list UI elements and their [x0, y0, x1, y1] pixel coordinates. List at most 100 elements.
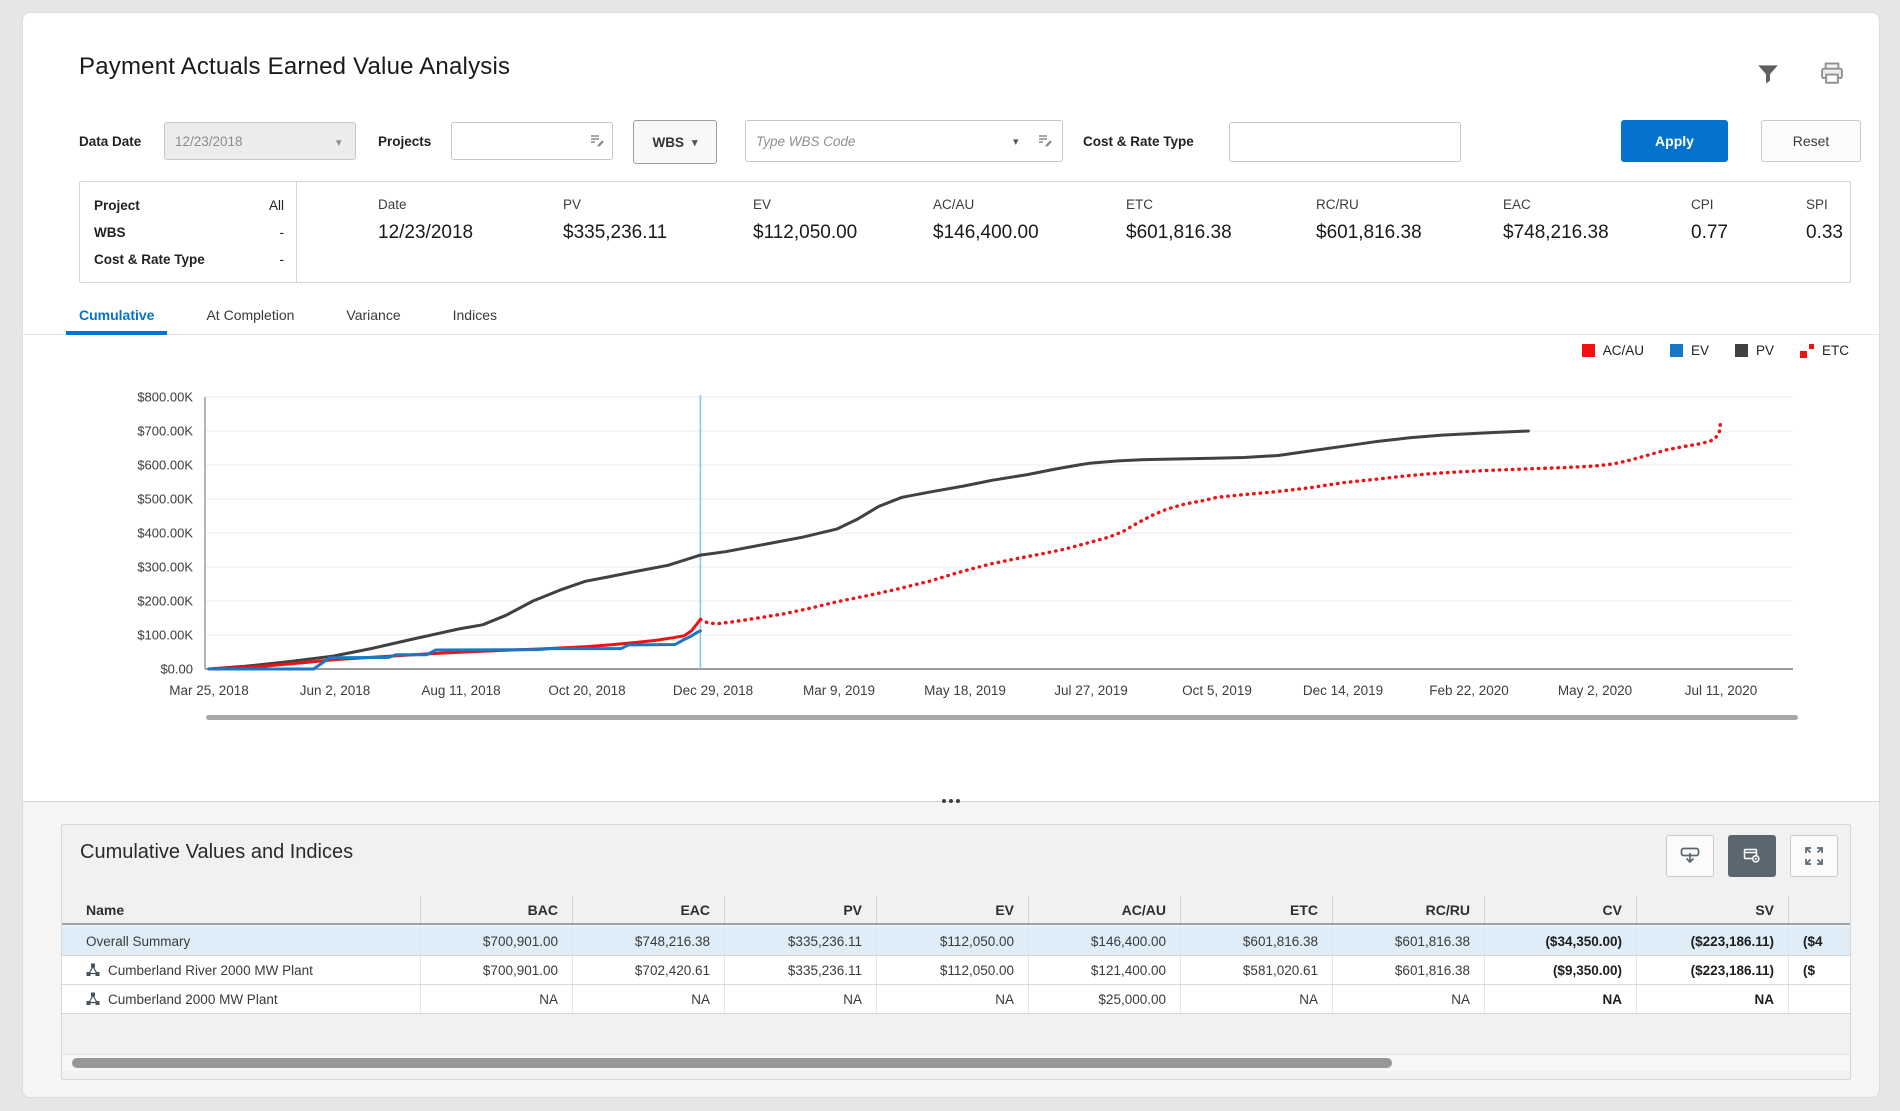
svg-text:$100.00K: $100.00K: [137, 628, 193, 643]
cell-etc: $581,020.61: [1180, 956, 1332, 984]
project-hierarchy-icon: [86, 963, 100, 977]
cell-cv: ($34,350.00): [1484, 927, 1636, 955]
table-view-toggle-button[interactable]: [1728, 835, 1776, 877]
cell-ac-au: $121,400.00: [1028, 956, 1180, 984]
legend-pv: PV: [1734, 343, 1774, 358]
table-scrollbar-thumb[interactable]: [72, 1058, 1392, 1068]
cell-ev: $112,050.00: [876, 927, 1028, 955]
svg-text:$300.00K: $300.00K: [137, 560, 193, 575]
metric-label: AC/AU: [933, 197, 975, 212]
row-name: Overall Summary: [86, 933, 191, 949]
column-header-bac[interactable]: BAC: [420, 896, 572, 923]
metric-value: $601,816.38: [1316, 222, 1422, 243]
legend-ac-au: AC/AU: [1581, 343, 1644, 358]
splitter-handle[interactable]: [942, 799, 960, 803]
cell-bac: NA: [420, 985, 572, 1013]
data-date-input[interactable]: [164, 122, 356, 160]
metric-value: 0.33: [1806, 222, 1843, 243]
series-etc: [698, 417, 1723, 626]
cell-ev: $112,050.00: [876, 956, 1028, 984]
tab-at-completion[interactable]: At Completion: [206, 307, 295, 323]
cell-pv: $335,236.11: [724, 956, 876, 984]
export-download-button[interactable]: [1666, 835, 1714, 877]
legend-ev: EV: [1669, 343, 1709, 358]
cell-sv: ($223,186.11): [1636, 927, 1788, 955]
reset-button[interactable]: Reset: [1761, 120, 1861, 162]
column-header-eac[interactable]: EAC: [572, 896, 724, 923]
svg-text:$400.00K: $400.00K: [137, 526, 193, 541]
summary-scope-label: WBS: [94, 225, 126, 240]
column-header-cv[interactable]: CV: [1484, 896, 1636, 923]
legend-label: EV: [1690, 343, 1709, 358]
chart-scrollbar[interactable]: [206, 715, 1798, 720]
table-horizontal-scrollbar[interactable]: [62, 1054, 1850, 1071]
wbs-dropdown-label: WBS: [652, 134, 684, 150]
table-header-row: Name BAC EAC PV EV AC/AU ETC RC/RU CV SV: [62, 896, 1850, 925]
metric-value: $601,816.38: [1126, 222, 1232, 243]
chevron-down-icon: ▾: [691, 136, 698, 149]
projects-input[interactable]: [451, 122, 613, 160]
expand-fullscreen-button[interactable]: [1790, 835, 1838, 877]
tab-indices[interactable]: Indices: [452, 307, 497, 323]
series-pv: [207, 429, 1530, 671]
wbs-code-input[interactable]: [745, 120, 1063, 162]
table-row[interactable]: Cumberland 2000 MW Plant NA NA NA NA $25,000.…: [62, 985, 1850, 1014]
legend-label: PV: [1755, 343, 1774, 358]
tab-cumulative[interactable]: Cumulative: [66, 300, 168, 335]
summary-scope-label: Project: [94, 198, 140, 213]
summary-metric-ev: EV $112,050.00: [753, 182, 857, 244]
legend-etc: ETC: [1800, 343, 1849, 358]
metric-label: EV: [753, 197, 772, 212]
table-row[interactable]: Overall Summary $700,901.00 $748,216.38 $33…: [62, 927, 1850, 956]
summary-metric-ac-au: AC/AU $146,400.00: [933, 182, 1039, 244]
cell-eac: NA: [572, 985, 724, 1013]
wbs-dropdown-button[interactable]: WBS ▾: [633, 120, 717, 164]
svg-text:$800.00K: $800.00K: [137, 390, 193, 405]
cost-rate-type-input[interactable]: [1229, 122, 1461, 162]
column-header-ev[interactable]: EV: [876, 896, 1028, 923]
project-hierarchy-icon: [86, 992, 100, 1006]
cell-ac-au: $146,400.00: [1028, 927, 1180, 955]
filter-icon[interactable]: [1753, 59, 1783, 89]
column-header-ac-au[interactable]: AC/AU: [1028, 896, 1180, 923]
column-header-name[interactable]: Name: [86, 901, 125, 918]
svg-text:May 18, 2019: May 18, 2019: [924, 683, 1006, 698]
print-icon[interactable]: [1817, 59, 1847, 89]
panel-toolbar: [1666, 835, 1838, 877]
svg-text:Oct 5, 2019: Oct 5, 2019: [1182, 683, 1252, 698]
apply-button[interactable]: Apply: [1621, 120, 1728, 162]
cell-sv: ($223,186.11): [1636, 956, 1788, 984]
metric-label: ETC: [1126, 197, 1153, 212]
column-header-rc-ru[interactable]: RC/RU: [1332, 896, 1484, 923]
page-title: Payment Actuals Earned Value Analysis: [79, 53, 511, 80]
summary-scope-row: Project All: [94, 192, 284, 219]
tab-variance[interactable]: Variance: [346, 307, 401, 323]
cell-rc-ru: $601,816.38: [1332, 927, 1484, 955]
svg-text:$600.00K: $600.00K: [137, 458, 193, 473]
column-header-etc[interactable]: ETC: [1180, 896, 1332, 923]
metric-label: SPI: [1806, 197, 1828, 212]
cell-cv: ($9,350.00): [1484, 956, 1636, 984]
table-row[interactable]: Cumberland River 2000 MW Plant $700,901.0…: [62, 956, 1850, 985]
metric-value: $146,400.00: [933, 222, 1039, 243]
row-name-cell: Overall Summary: [62, 927, 420, 955]
summary-metric-spi: SPI 0.33: [1806, 182, 1843, 244]
column-header-sv[interactable]: SV: [1636, 896, 1788, 923]
summary-metric-eac: EAC $748,216.38: [1503, 182, 1609, 244]
chart-legend: AC/AU EV PV ETC: [1581, 343, 1849, 358]
column-header-pv[interactable]: PV: [724, 896, 876, 923]
summary-scope: Project All WBS - Cost & Rate Type -: [80, 182, 297, 282]
svg-text:Mar 9, 2019: Mar 9, 2019: [803, 683, 875, 698]
svg-text:Mar 25, 2018: Mar 25, 2018: [169, 683, 249, 698]
cell-etc: NA: [1180, 985, 1332, 1013]
cell-etc: $601,816.38: [1180, 927, 1332, 955]
row-name: Cumberland River 2000 MW Plant: [108, 962, 313, 978]
metric-label: EAC: [1503, 197, 1531, 212]
cell-ev: NA: [876, 985, 1028, 1013]
summary-metric-rc-ru: RC/RU $601,816.38: [1316, 182, 1422, 244]
cell-bac: $700,901.00: [420, 956, 572, 984]
svg-text:May 2, 2020: May 2, 2020: [1558, 683, 1632, 698]
svg-text:$700.00K: $700.00K: [137, 424, 193, 439]
svg-text:Aug 11, 2018: Aug 11, 2018: [421, 683, 500, 698]
metric-label: CPI: [1691, 197, 1714, 212]
